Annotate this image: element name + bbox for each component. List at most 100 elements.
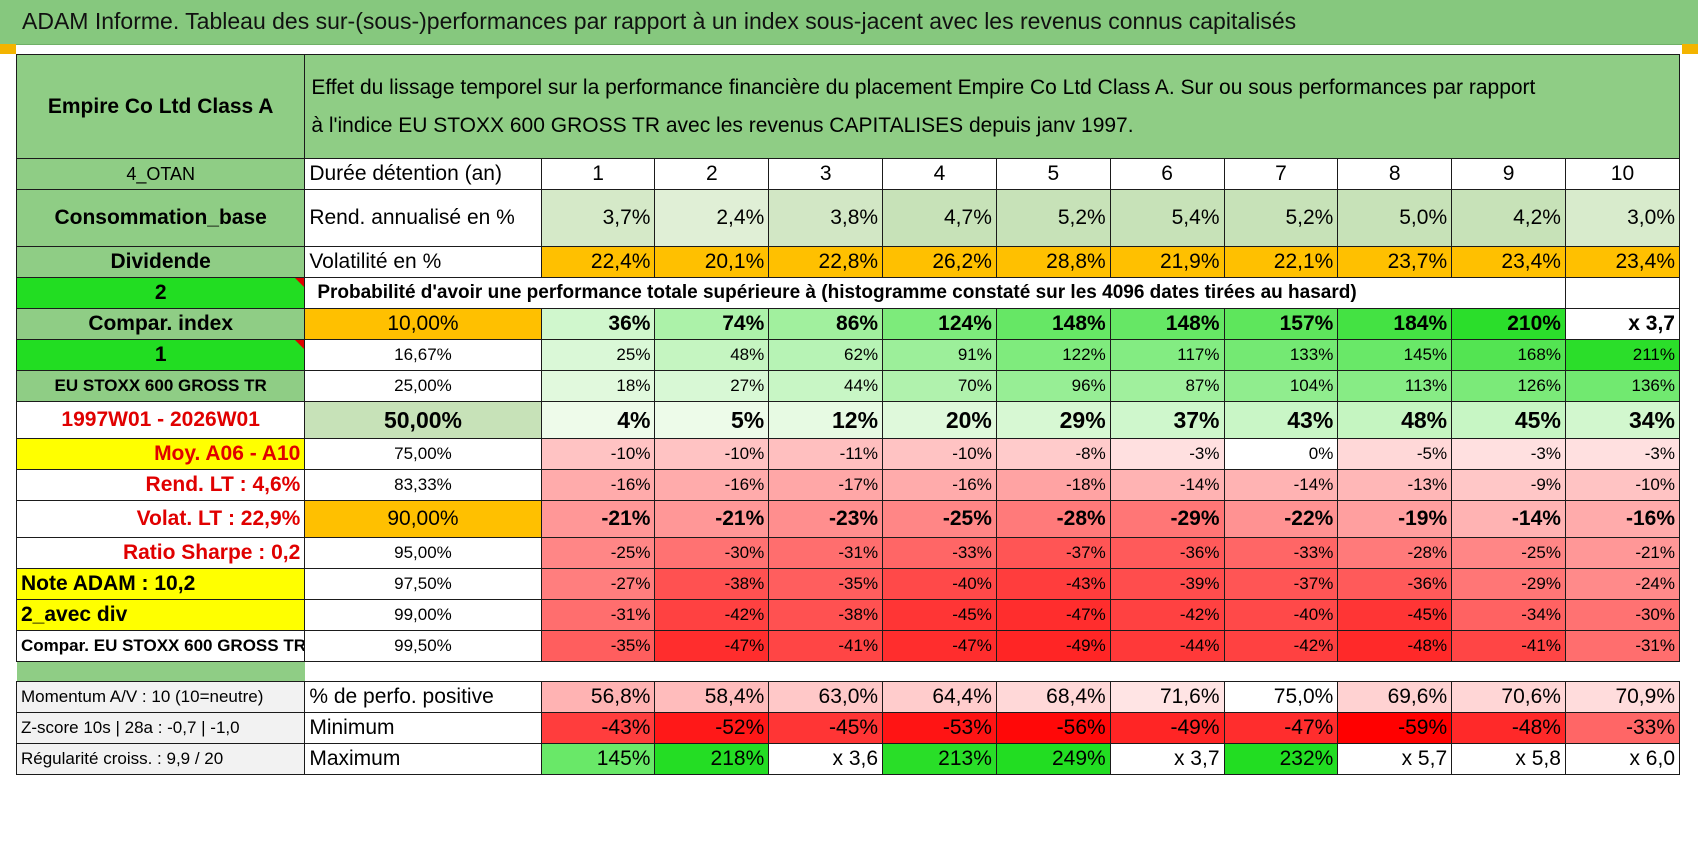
minimum-row-cell: -59% (1337, 712, 1453, 744)
maximum-row-cell: 213% (882, 743, 997, 775)
rend-label: Rend. annualisé en % (304, 189, 542, 247)
percentile-row: Rend. LT : 4,6% 83,33% -16% -16% -17% -16% -18… (15, 469, 1681, 501)
year-cell: 7 (1223, 158, 1339, 190)
percentile-level: 95,00% (304, 537, 542, 569)
minimum-row: Z-score 10s | 28a : -0,7 | -1,0 Minimum -4… (15, 712, 1681, 744)
maximum-row-cell: 249% (995, 743, 1111, 775)
percentile-cell: -31% (1564, 630, 1681, 662)
rend-cell: 5,2% (995, 189, 1111, 247)
percentile-cell: -29% (1109, 500, 1225, 538)
percentile-cell: 87% (1109, 370, 1225, 402)
percentile-cell: 126% (1451, 370, 1566, 402)
percentile-cell: -37% (995, 537, 1111, 569)
rend-cell: 3,7% (540, 189, 656, 247)
left-label-10: Rend. LT : 4,6% (15, 469, 306, 501)
rend-cell: 5,0% (1337, 189, 1453, 247)
positive-row: Momentum A/V : 10 (10=neutre)% de perfo.… (15, 681, 1681, 713)
maximum-row-cell: 145% (540, 743, 656, 775)
spacer-cell (16, 661, 305, 682)
left-label-3: Dividende (15, 246, 306, 278)
percentile-cell: 62% (768, 339, 884, 371)
percentile-cell: -3% (1564, 438, 1681, 470)
percentile-cell: -30% (1564, 599, 1681, 631)
percentile-cell: -25% (882, 500, 997, 538)
positive-row-cell: 75,0% (1223, 681, 1339, 713)
percentile-cell: -11% (768, 438, 884, 470)
percentile-cell: -10% (882, 438, 997, 470)
percentile-cell: -9% (1451, 469, 1566, 501)
percentile-cell: -48% (1337, 630, 1453, 662)
percentile-cell: -47% (995, 599, 1111, 631)
positive-row-cell: 58,4% (654, 681, 770, 713)
percentile-level: 75,00% (304, 438, 542, 470)
percentile-level: 16,67% (304, 339, 542, 371)
percentile-row: Compar. index 10,00% 36% 74% 86% 124% 148% 148%… (15, 308, 1681, 340)
percentile-cell: 211% (1564, 339, 1681, 371)
positive-row-cell: 71,6% (1109, 681, 1225, 713)
left-label-14: 2_avec div (15, 599, 306, 631)
maximum-row-cell: x 5,8 (1451, 743, 1566, 775)
percentile-cell: -35% (540, 630, 656, 662)
percentile-row: EU STOXX 600 GROSS TR 25,00% 18% 27% 44% 70% 9… (15, 370, 1681, 402)
percentile-cell: -42% (654, 599, 770, 631)
percentile-cell: x 3,7 (1564, 308, 1681, 340)
rend-cell: 5,2% (1223, 189, 1339, 247)
left-bottom-2: Z-score 10s | 28a : -0,7 | -1,0 (15, 712, 306, 744)
spacer-row (16, 661, 1680, 682)
percentile-cell: 133% (1223, 339, 1339, 371)
percentile-cell: -16% (654, 469, 770, 501)
year-cell: 4 (882, 158, 997, 190)
left-label-11: Volat. LT : 22,9% (15, 500, 306, 538)
percentile-cell: 44% (768, 370, 884, 402)
report-title: ADAM Informe. Tableau des sur-(sous-)per… (22, 8, 1297, 34)
percentile-cell: -3% (1451, 438, 1566, 470)
percentile-row: Ratio Sharpe : 0,2 95,00% -25% -30% -31% -33%… (15, 537, 1681, 569)
percentile-cell: 168% (1451, 339, 1566, 371)
percentile-level: 97,50% (304, 568, 542, 600)
left-label-7: EU STOXX 600 GROSS TR (15, 370, 306, 402)
left-label-12: Ratio Sharpe : 0,2 (15, 537, 306, 569)
percentile-cell: 184% (1337, 308, 1453, 340)
vol-cell: 20,1% (654, 246, 770, 278)
percentile-row: Compar. EU STOXX 600 GROSS TR 99,50% -35% -… (15, 630, 1681, 662)
percentile-cell: -44% (1109, 630, 1225, 662)
percentile-cell: 124% (882, 308, 997, 340)
minimum-row-cell: -52% (654, 712, 770, 744)
performance-table: Empire Co Ltd Class A Effet du lissage t… (15, 54, 1681, 775)
header-row: Empire Co Ltd Class A Effet du lissage t… (15, 54, 1680, 159)
positive-row-cell: 64,4% (882, 681, 997, 713)
percentile-cell: -49% (995, 630, 1111, 662)
percentile-cell: 20% (882, 401, 997, 439)
minimum-row-cell: -56% (995, 712, 1111, 744)
positive-row-cell: 68,4% (995, 681, 1111, 713)
vol-cell: 23,7% (1337, 246, 1453, 278)
percentile-cell: 104% (1223, 370, 1339, 402)
percentile-cell: 43% (1223, 401, 1339, 439)
empty-cell (1451, 277, 1566, 309)
percentile-cell: -33% (1223, 537, 1339, 569)
left-label-4: 2 (15, 277, 306, 309)
minimum-row-cell: -53% (882, 712, 997, 744)
sheet-corner-right (1682, 44, 1698, 54)
left-label-6: 1 (15, 339, 306, 371)
years-row: 4_OTAN Durée détention (an) 1 2 3 4 5 6 7 8 9 10 (15, 158, 1681, 190)
percentile-cell: 86% (768, 308, 884, 340)
year-cell: 9 (1451, 158, 1566, 190)
percentile-cell: -40% (882, 568, 997, 600)
year-cell: 6 (1109, 158, 1225, 190)
percentile-cell: 36% (540, 308, 656, 340)
percentile-cell: -30% (654, 537, 770, 569)
percentile-cell: -16% (882, 469, 997, 501)
percentile-cell: -37% (1223, 568, 1339, 600)
percentile-cell: -41% (768, 630, 884, 662)
percentile-row: Volat. LT : 22,9% 90,00% -21% -21% -23% -25% -… (15, 500, 1681, 538)
description-line-2: à l'indice EU STOXX 600 GROSS TR avec le… (311, 113, 1134, 137)
maximum-row-label: Maximum (304, 743, 542, 775)
percentile-cell: 70% (882, 370, 997, 402)
percentile-cell: -43% (995, 568, 1111, 600)
percentile-cell: -28% (995, 500, 1111, 538)
spacer-cell (305, 662, 1680, 682)
vol-cell: 22,1% (1223, 246, 1339, 278)
percentile-cell: 48% (1337, 401, 1453, 439)
percentile-cell: -14% (1109, 469, 1225, 501)
